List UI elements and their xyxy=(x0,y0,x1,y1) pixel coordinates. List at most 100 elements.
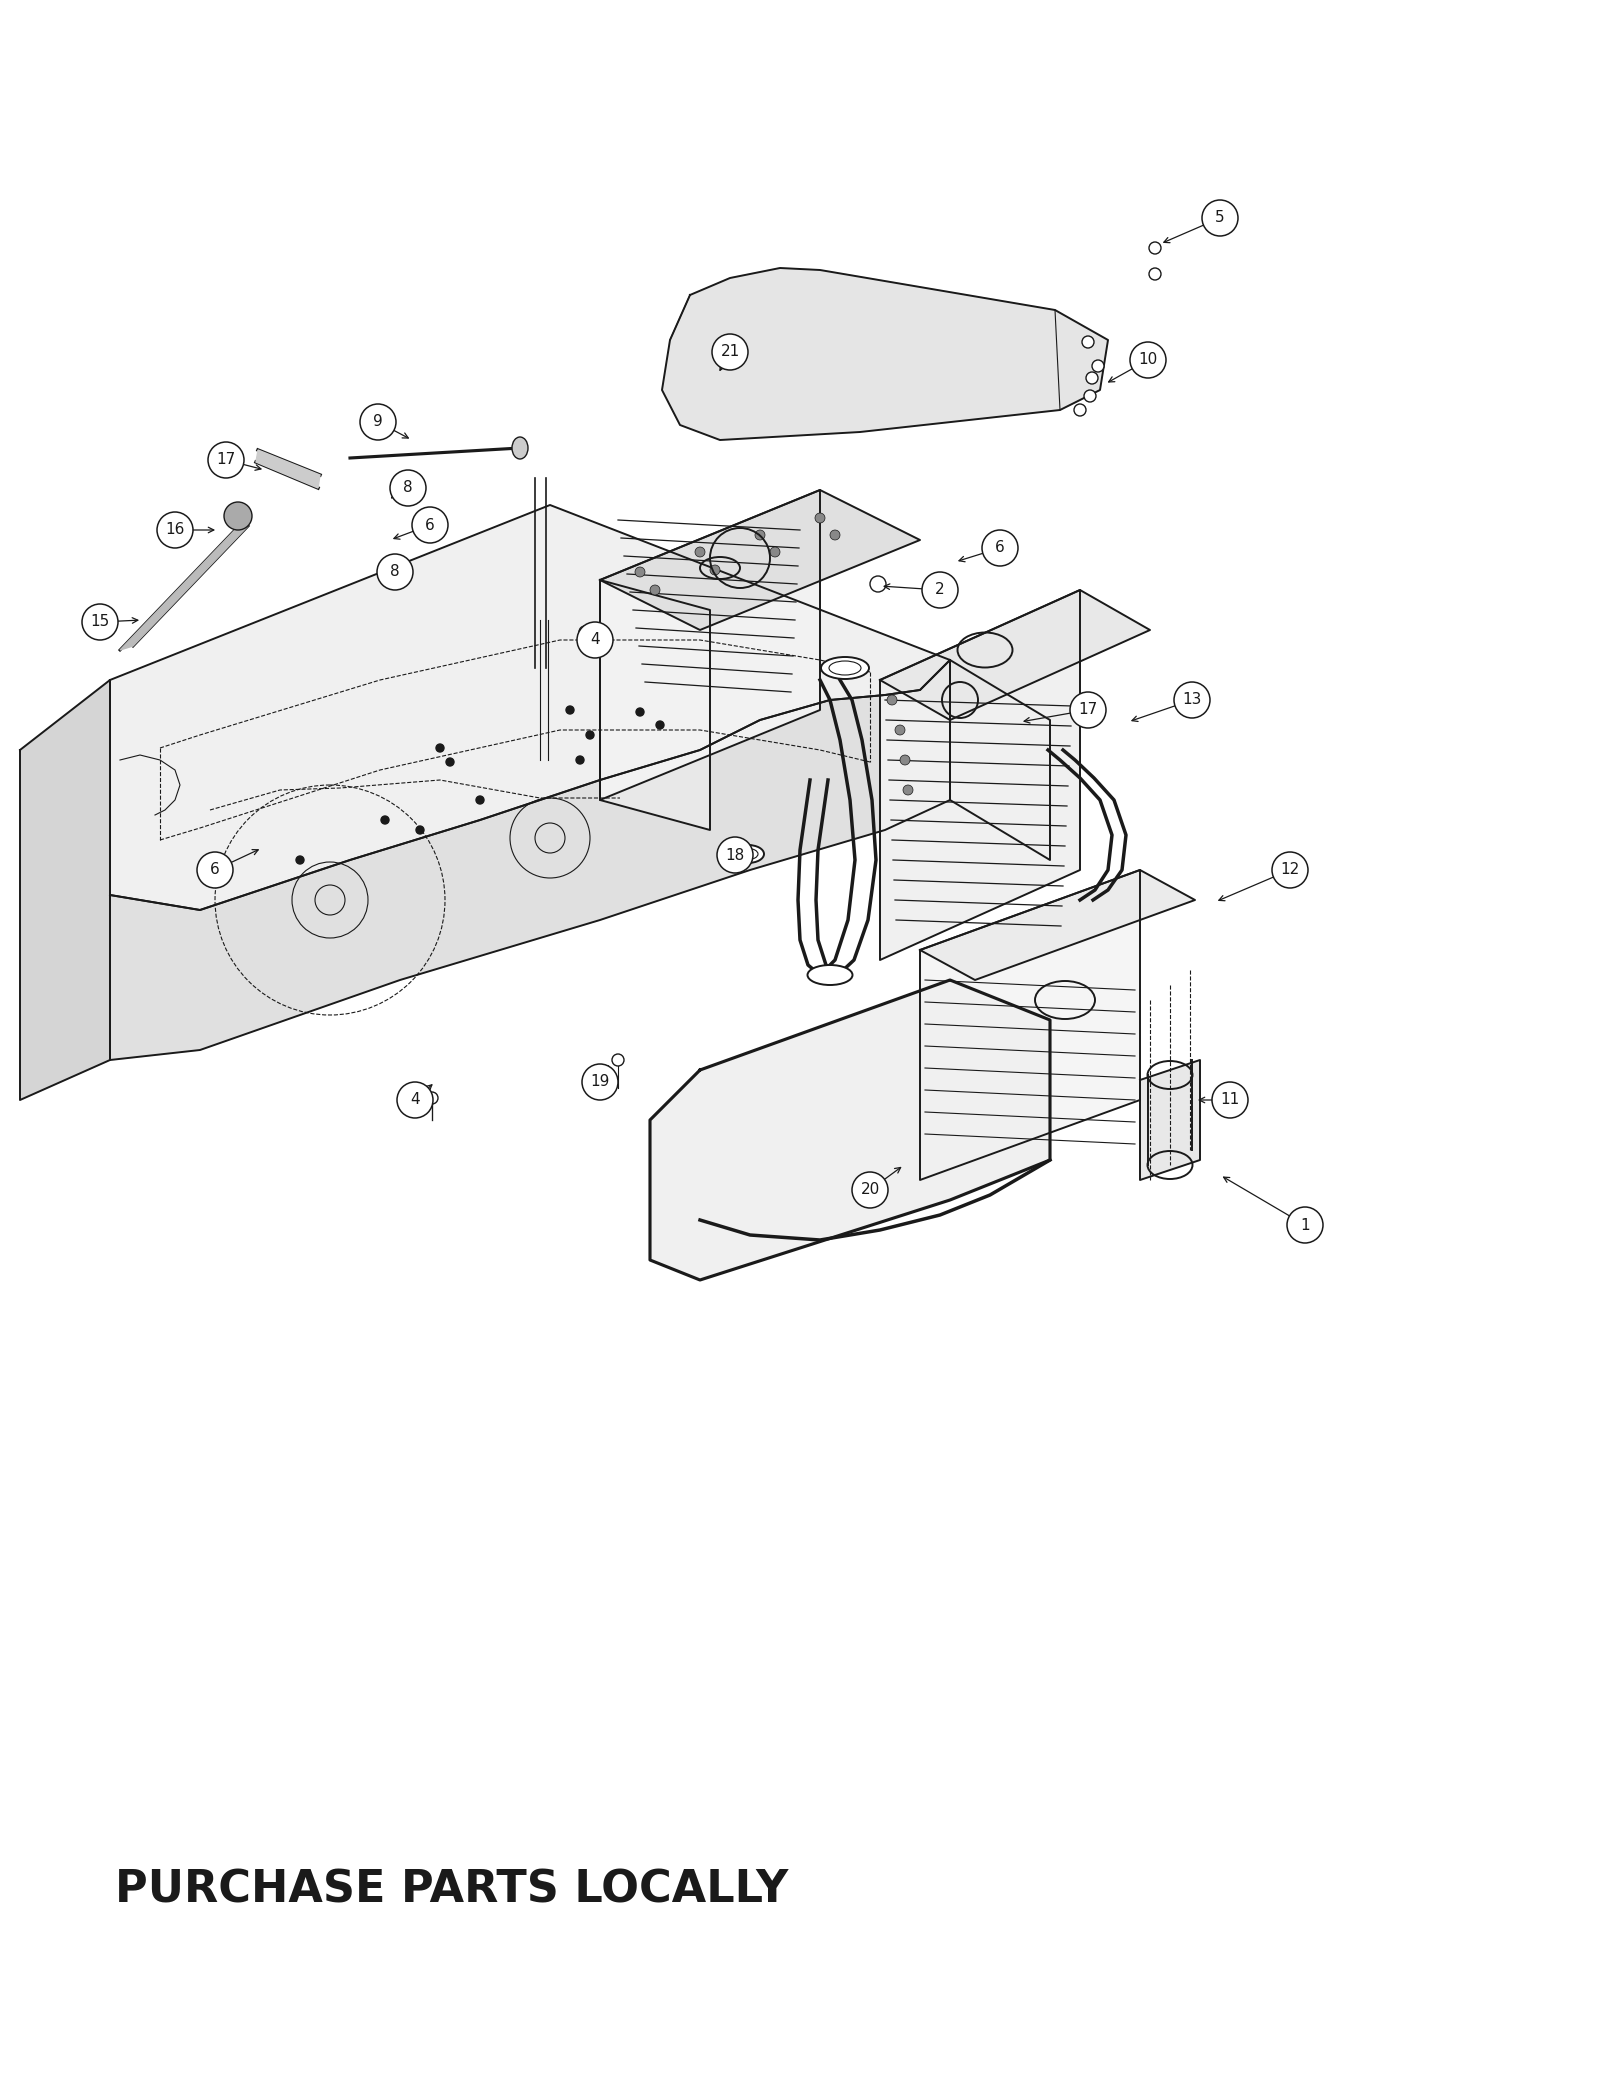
Circle shape xyxy=(1149,268,1162,280)
Circle shape xyxy=(582,1064,618,1100)
Text: 8: 8 xyxy=(403,481,413,496)
Circle shape xyxy=(1085,390,1096,403)
Text: 16: 16 xyxy=(165,523,184,537)
Polygon shape xyxy=(600,490,819,801)
Circle shape xyxy=(296,857,304,863)
Polygon shape xyxy=(600,490,920,631)
Circle shape xyxy=(426,1091,438,1104)
Circle shape xyxy=(712,334,749,369)
Polygon shape xyxy=(600,581,710,830)
Polygon shape xyxy=(256,450,320,488)
Text: 13: 13 xyxy=(1182,693,1202,708)
Polygon shape xyxy=(19,681,110,1100)
Text: 4: 4 xyxy=(410,1094,419,1108)
Text: 2: 2 xyxy=(934,583,946,598)
Circle shape xyxy=(381,815,389,824)
Polygon shape xyxy=(120,525,248,649)
Circle shape xyxy=(694,548,706,556)
Text: 19: 19 xyxy=(590,1075,610,1089)
Circle shape xyxy=(814,513,826,523)
Text: 15: 15 xyxy=(90,614,110,629)
Polygon shape xyxy=(950,660,1050,859)
Circle shape xyxy=(770,548,781,556)
Circle shape xyxy=(477,797,483,803)
Circle shape xyxy=(1091,359,1104,371)
Circle shape xyxy=(566,706,574,714)
Text: 5: 5 xyxy=(1214,210,1226,226)
Text: 1: 1 xyxy=(1301,1218,1310,1233)
Text: 12: 12 xyxy=(1280,863,1299,878)
Ellipse shape xyxy=(512,438,528,459)
Circle shape xyxy=(360,405,397,440)
Circle shape xyxy=(1174,683,1210,718)
Circle shape xyxy=(446,757,454,766)
Circle shape xyxy=(1202,199,1238,237)
Ellipse shape xyxy=(808,965,853,986)
Circle shape xyxy=(870,577,886,591)
Circle shape xyxy=(982,529,1018,566)
Circle shape xyxy=(851,1172,888,1208)
Circle shape xyxy=(1070,691,1106,728)
Circle shape xyxy=(1213,1081,1248,1118)
Circle shape xyxy=(578,622,613,658)
Ellipse shape xyxy=(733,845,765,863)
Circle shape xyxy=(197,853,234,888)
Polygon shape xyxy=(920,869,1195,979)
Text: PURCHASE PARTS LOCALLY: PURCHASE PARTS LOCALLY xyxy=(115,1868,789,1911)
Text: 6: 6 xyxy=(426,517,435,533)
Circle shape xyxy=(650,585,661,596)
Text: 17: 17 xyxy=(1078,703,1098,718)
Text: 20: 20 xyxy=(861,1183,880,1197)
Text: 8: 8 xyxy=(390,564,400,579)
Circle shape xyxy=(755,529,765,540)
Circle shape xyxy=(224,502,253,529)
Text: 21: 21 xyxy=(720,344,739,359)
Polygon shape xyxy=(1139,1060,1200,1181)
Circle shape xyxy=(413,506,448,544)
Circle shape xyxy=(637,708,643,716)
Circle shape xyxy=(1149,243,1162,253)
Circle shape xyxy=(1286,1208,1323,1243)
Text: 4: 4 xyxy=(590,633,600,647)
Circle shape xyxy=(830,529,840,540)
Circle shape xyxy=(157,513,194,548)
Circle shape xyxy=(656,720,664,728)
Text: 11: 11 xyxy=(1221,1094,1240,1108)
Circle shape xyxy=(586,730,594,739)
Circle shape xyxy=(576,755,584,764)
Circle shape xyxy=(1272,853,1309,888)
Circle shape xyxy=(1074,405,1086,415)
Circle shape xyxy=(902,784,914,795)
Circle shape xyxy=(899,755,910,766)
Polygon shape xyxy=(920,869,1139,1181)
Circle shape xyxy=(635,566,645,577)
Circle shape xyxy=(922,573,958,608)
Polygon shape xyxy=(110,660,950,1060)
Text: 6: 6 xyxy=(210,863,219,878)
Circle shape xyxy=(894,724,906,735)
Polygon shape xyxy=(256,450,320,488)
Circle shape xyxy=(82,604,118,639)
Circle shape xyxy=(397,1081,434,1118)
Circle shape xyxy=(1082,336,1094,349)
Text: 17: 17 xyxy=(216,452,235,467)
Circle shape xyxy=(1130,342,1166,378)
Circle shape xyxy=(208,442,243,477)
Circle shape xyxy=(886,695,898,706)
Circle shape xyxy=(710,564,720,575)
Circle shape xyxy=(435,745,445,751)
Circle shape xyxy=(416,826,424,834)
Polygon shape xyxy=(650,979,1050,1280)
Text: 6: 6 xyxy=(995,540,1005,556)
Text: 10: 10 xyxy=(1138,353,1158,367)
Circle shape xyxy=(390,471,426,506)
Circle shape xyxy=(579,627,590,637)
Circle shape xyxy=(378,554,413,589)
Polygon shape xyxy=(110,504,950,911)
Circle shape xyxy=(717,836,754,874)
Polygon shape xyxy=(662,268,1107,440)
Circle shape xyxy=(1086,371,1098,384)
Ellipse shape xyxy=(821,658,869,679)
Circle shape xyxy=(611,1054,624,1067)
Text: 9: 9 xyxy=(373,415,382,430)
